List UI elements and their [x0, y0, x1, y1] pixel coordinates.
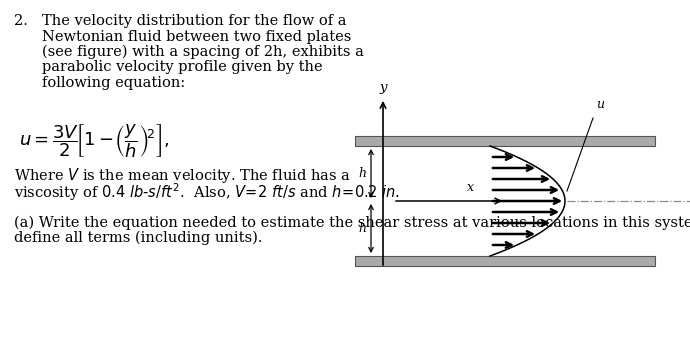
Text: The velocity distribution for the flow of a: The velocity distribution for the flow o…	[42, 14, 346, 28]
Text: h: h	[358, 167, 366, 180]
Text: parabolic velocity profile given by the: parabolic velocity profile given by the	[42, 61, 323, 75]
Text: viscosity of $\mathit{0.4\ lb\text{-}s/ft^2}$.  Also, $\mathit{V\!=\!2\ ft/s}$ a: viscosity of $\mathit{0.4\ lb\text{-}s/f…	[14, 182, 400, 203]
Text: $u = \dfrac{3V}{2}\!\left[1-\!\left(\dfrac{y}{h}\right)^{\!2}\right],$: $u = \dfrac{3V}{2}\!\left[1-\!\left(\dfr…	[19, 122, 170, 160]
Text: h: h	[358, 222, 366, 235]
Text: u: u	[596, 98, 604, 111]
Text: following equation:: following equation:	[42, 76, 185, 90]
Bar	[355, 256, 655, 266]
Text: define all terms (including units).: define all terms (including units).	[14, 231, 262, 246]
Text: Where $\mathit{V}$ is the mean velocity. The fluid has a: Where $\mathit{V}$ is the mean velocity.…	[14, 166, 351, 185]
Text: Newtonian fluid between two fixed plates: Newtonian fluid between two fixed plates	[42, 30, 351, 43]
Text: y: y	[380, 81, 387, 94]
Bar	[355, 136, 655, 146]
Text: x: x	[466, 181, 473, 194]
Text: (see figure) with a spacing of 2h, exhibits a: (see figure) with a spacing of 2h, exhib…	[42, 45, 364, 60]
Text: 2.: 2.	[14, 14, 28, 28]
Text: (a) Write the equation needed to estimate the shear stress at various locations : (a) Write the equation needed to estimat…	[14, 216, 690, 230]
